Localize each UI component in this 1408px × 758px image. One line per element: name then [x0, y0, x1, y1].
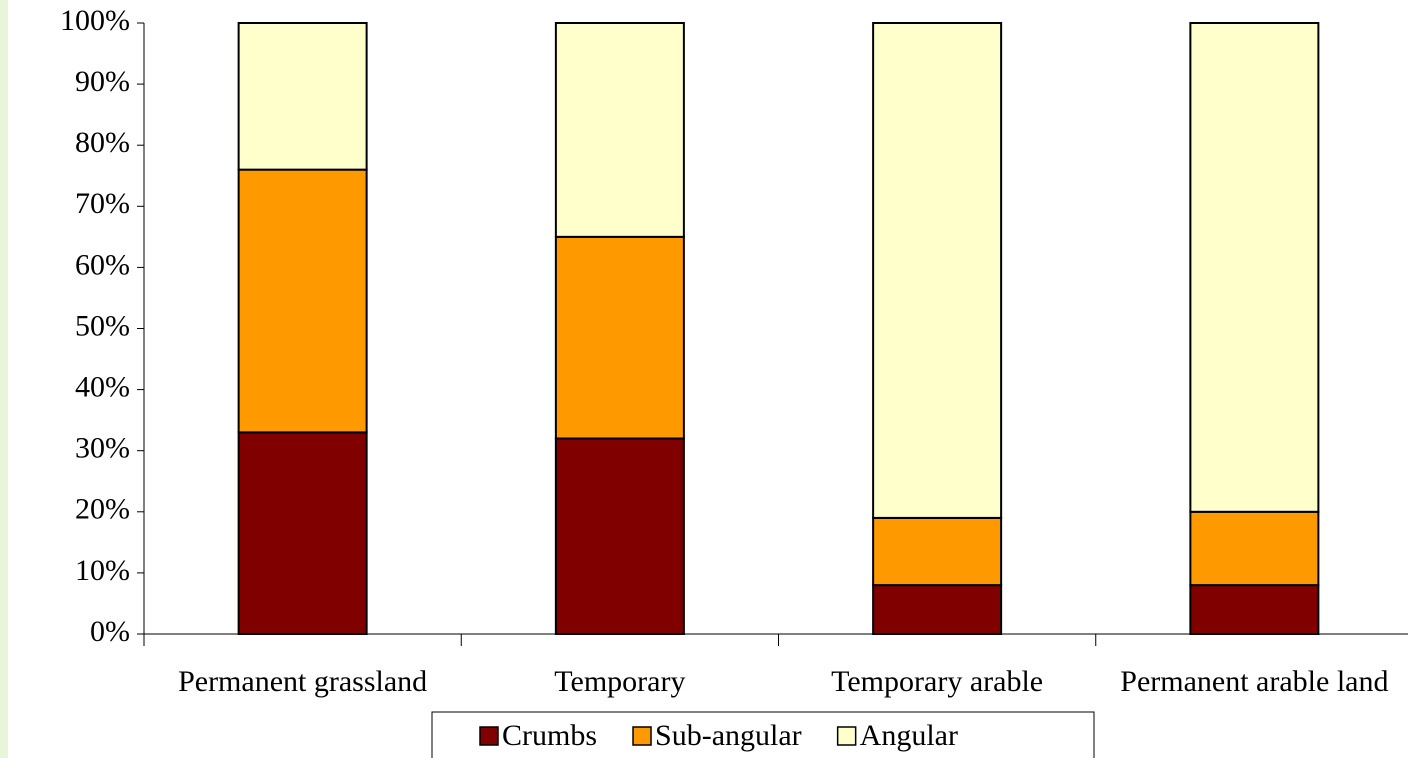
y-tick-label: 20%: [75, 493, 130, 526]
bar-segment: [872, 22, 1003, 519]
x-tick-label: Permanent arable land: [1120, 665, 1389, 698]
x-tick-label: Permanent grassland: [178, 665, 428, 698]
legend-box: [431, 711, 1095, 758]
y-tick-label: 60%: [75, 248, 130, 281]
bar-segment: [1189, 22, 1320, 513]
legend-swatch: [836, 726, 857, 746]
x-tick-label: Temporary: [554, 665, 686, 698]
bar-segment: [1189, 510, 1320, 587]
y-tick-label: 10%: [75, 554, 130, 587]
bar-segment: [554, 235, 685, 440]
legend-swatch: [479, 726, 499, 746]
legend-label: Sub-angular: [655, 719, 802, 752]
bar-segment: [237, 431, 368, 635]
y-tick-label: 50%: [75, 309, 130, 342]
bar-segment: [237, 168, 368, 434]
side-strip: [0, 0, 8, 758]
y-tick-label: 90%: [75, 65, 130, 98]
legend-label: Angular: [860, 719, 958, 752]
x-tick-label: Temporary arable: [831, 665, 1044, 698]
bar-segment: [554, 22, 685, 238]
bar-segment: [1189, 584, 1320, 635]
bar-segment: [554, 437, 685, 636]
bar-segment: [872, 516, 1003, 587]
y-tick-label: 30%: [75, 432, 130, 465]
y-tick-label: 0%: [90, 615, 130, 648]
bar-segment: [237, 22, 368, 171]
y-tick-label: 70%: [75, 187, 130, 220]
legend-label: Crumbs: [502, 719, 597, 752]
bar-segment: [872, 584, 1003, 635]
legend: Crumbs Sub-angular Angular: [431, 711, 1095, 758]
legend-swatch: [632, 726, 652, 746]
y-tick-label: 40%: [75, 370, 130, 403]
y-tick-label: 80%: [75, 126, 130, 159]
y-tick-label: 100%: [60, 4, 130, 37]
